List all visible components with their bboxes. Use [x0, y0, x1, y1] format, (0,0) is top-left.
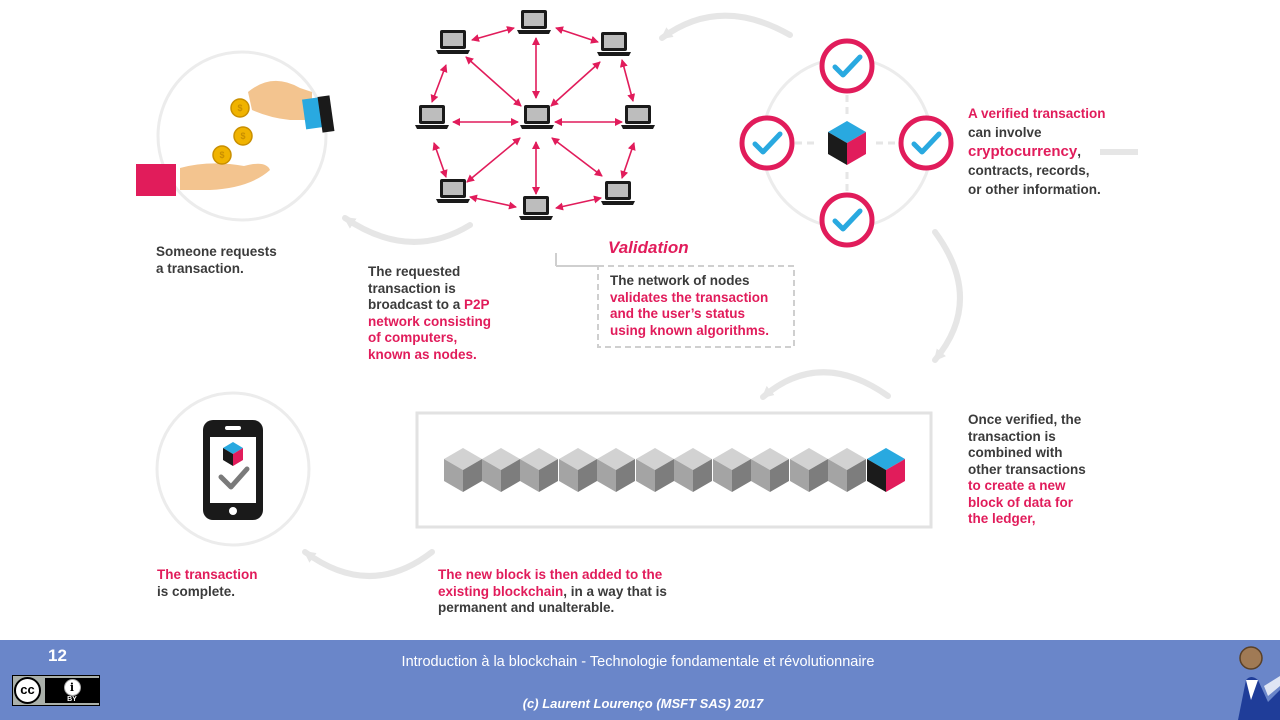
text-line: Once verified, the [968, 412, 1082, 427]
text-line: existing blockchain, in a way that is [438, 584, 667, 601]
svg-text:$: $ [240, 131, 245, 141]
text-line: or other information. [968, 182, 1101, 197]
text-line: The network of nodes [610, 273, 750, 288]
hand-coins-icon: $ $ $ [136, 50, 335, 222]
text-line: A verified transaction [968, 106, 1106, 121]
text-segment: , in a way that is [563, 583, 667, 599]
p2p-network [415, 10, 655, 220]
verification-cluster [742, 41, 1138, 245]
text-line: other transactions [968, 461, 1086, 477]
text-line: known as nodes. [368, 346, 477, 362]
smartphone-check-icon [155, 391, 311, 547]
text-segment: broadcast to a [368, 297, 465, 312]
flow-arrows [302, 12, 963, 579]
step-request-text: Someone requests a transaction. [156, 244, 277, 277]
text-segment: , [1077, 144, 1081, 159]
attribution-icon: i [63, 679, 81, 696]
text-highlight: P2P [464, 297, 490, 312]
text-highlight: existing blockchain [438, 583, 564, 599]
cc-by-license-icon: cc i BY [12, 675, 100, 706]
text-line: The transaction [157, 567, 258, 582]
text-line: is complete. [157, 583, 236, 599]
step-complete-text: The transaction is complete. [157, 567, 258, 600]
text-line: a transaction. [156, 260, 244, 276]
text-line: to create a new [968, 478, 1066, 493]
validation-frame [555, 253, 795, 348]
step-validation-text: The network of nodes validates the trans… [610, 273, 769, 339]
text-line: permanent and unalterable. [438, 600, 615, 615]
cc-icon: cc [14, 677, 41, 704]
step-verified-text: A verified transaction can involve crypt… [968, 104, 1106, 199]
text-line: contracts, records, [968, 163, 1090, 178]
text-line: and the user’s status [610, 306, 746, 321]
text-line: can involve [968, 125, 1042, 140]
text-line: The requested [368, 264, 461, 279]
text-line: transaction is [968, 428, 1056, 444]
slide-number: 12 [48, 646, 67, 665]
text-line: validates the transaction [610, 289, 769, 305]
text-line: Someone requests [156, 244, 277, 259]
text-highlight: cryptocurrency [968, 143, 1078, 160]
svg-text:$: $ [219, 150, 224, 160]
by-label: BY [67, 696, 77, 703]
by-badge: i BY [45, 678, 99, 703]
footer-title: Introduction à la blockchain - Technolog… [401, 654, 875, 670]
validation-title: Validation [608, 238, 689, 257]
text-line: using known algorithms. [610, 322, 770, 338]
text-line: network consisting [368, 313, 492, 329]
slide-footer: 12 Introduction à la blockchain - Techno… [0, 640, 1280, 720]
blockchain-row [415, 411, 933, 529]
step-added-text: The new block is then added to the exist… [438, 567, 667, 617]
text-line: broadcast to a P2P [368, 297, 491, 314]
step-broadcast-text: The requested transaction is broadcast t… [368, 264, 491, 363]
text-line: block of data for [968, 494, 1074, 510]
diagram-artwork: $ $ $ [136, 10, 1138, 579]
text-line: cryptocurrency, [968, 142, 1106, 161]
text-line: The new block is then added to the [438, 567, 663, 582]
text-line: the ledger, [968, 511, 1036, 526]
text-line: of computers, [368, 330, 458, 345]
text-line: transaction is [368, 280, 456, 296]
text-line: combined with [968, 445, 1063, 460]
svg-text:$: $ [237, 103, 242, 113]
footer-copyright: (c) Laurent Lourenço (MSFT SAS) 2017 [522, 696, 764, 711]
step-combined-text: Once verified, the transaction is combin… [968, 412, 1086, 528]
presenter-avatar-icon [1238, 646, 1280, 720]
